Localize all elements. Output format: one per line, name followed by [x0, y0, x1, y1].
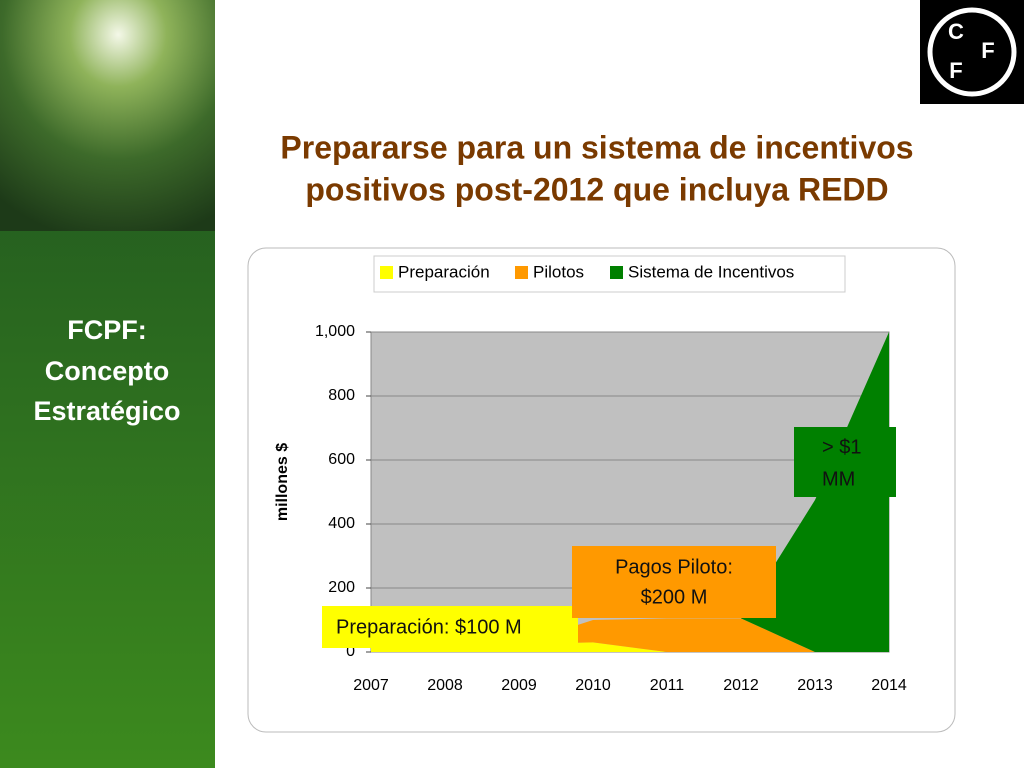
sidebar-text: Concepto — [45, 356, 170, 386]
y-tick-label: 800 — [328, 387, 355, 404]
x-tick-label: 2011 — [650, 677, 685, 694]
annotation-box — [322, 606, 578, 648]
x-tick-label: 2014 — [871, 677, 907, 694]
annotation-text: > $1 — [822, 436, 861, 458]
x-tick-label: 2009 — [501, 677, 537, 694]
forest-photo — [0, 0, 215, 231]
chart-title: Prepararse para un sistema de incentivos — [280, 129, 913, 165]
y-tick-label: 600 — [328, 451, 355, 468]
logo-globe — [927, 7, 1017, 97]
chart-title: positivos post-2012 que incluya REDD — [305, 171, 888, 207]
sidebar-text: FCPF: — [67, 315, 146, 345]
x-tick-label: 2010 — [575, 677, 611, 694]
legend-label: Pilotos — [533, 262, 584, 281]
legend-box — [373, 255, 846, 293]
annotation-text: $200 M — [641, 586, 708, 608]
y-tick-label: 200 — [328, 579, 355, 596]
logo-letter: C — [948, 19, 964, 44]
x-tick-label: 2013 — [797, 677, 833, 694]
logo-letter: F — [949, 58, 962, 83]
legend-swatch — [515, 266, 528, 279]
legend-swatch — [610, 266, 623, 279]
legend-swatch — [380, 266, 393, 279]
y-tick-label: 0 — [346, 643, 355, 660]
x-tick-label: 2012 — [723, 677, 759, 694]
legend-label: Sistema de Incentivos — [628, 262, 794, 281]
logo-box — [920, 0, 1024, 104]
y-tick-label: 1,000 — [315, 323, 355, 340]
annotation-text: Preparación: $100 M — [336, 616, 522, 638]
annotation-text: MM — [822, 468, 855, 490]
annotation-text: Pagos Piloto: — [615, 556, 733, 578]
legend-label: Preparación — [398, 262, 490, 281]
sidebar-text: Estratégico — [33, 396, 180, 426]
y-tick-label: 400 — [328, 515, 355, 532]
area — [371, 618, 889, 652]
area — [371, 332, 889, 652]
annotation-box — [572, 546, 776, 618]
annotation-box — [794, 427, 896, 497]
y-axis-label: millones $ — [274, 443, 291, 521]
x-tick-label: 2007 — [353, 677, 389, 694]
x-tick-label: 2008 — [427, 677, 463, 694]
logo-letter: F — [981, 38, 994, 63]
